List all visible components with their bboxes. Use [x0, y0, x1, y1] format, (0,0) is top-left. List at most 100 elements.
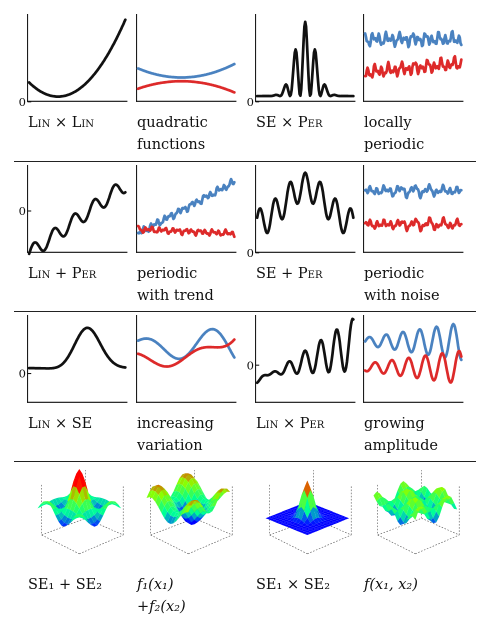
surface-facet: [88, 508, 95, 518]
surface-facet: [340, 518, 347, 521]
surface-facet: [313, 518, 320, 524]
figure-panel: periodic with noise: [362, 165, 474, 310]
surface-facet: [436, 487, 443, 499]
surface-facet: [286, 515, 293, 518]
surface-facet: [412, 488, 419, 493]
surface-facet: [331, 514, 338, 518]
surface-facet: [197, 494, 204, 503]
surface-facet: [194, 489, 201, 499]
surface-facet: [385, 510, 392, 516]
figure-panel: 0 Lin × Per: [247, 315, 366, 460]
zero-tick-label: 0: [247, 246, 254, 257]
surface-facet: [307, 511, 314, 523]
surface-facet: [58, 511, 65, 520]
panel-label: periodic with trend: [137, 263, 249, 307]
kernel-curve: [27, 183, 127, 256]
surface-facet: [58, 508, 65, 512]
surface-facet: [310, 527, 317, 531]
surface-facet: [182, 505, 189, 515]
surface-facet: [188, 500, 195, 506]
surface-facet: [430, 508, 437, 518]
surface-facet: [76, 514, 83, 518]
surface-facet: [173, 509, 180, 513]
surface-facet: [304, 480, 311, 499]
surface-facet: [94, 511, 101, 520]
surface-facet: [176, 492, 183, 502]
surface-facet: [271, 517, 278, 520]
surface-facet: [322, 515, 329, 518]
surface-facet: [304, 498, 311, 519]
surface-facet: [409, 490, 416, 499]
surface-facet: [179, 485, 186, 496]
surface-facet: [185, 473, 192, 475]
surface-mesh: [146, 470, 233, 555]
surface-facet: [307, 490, 314, 512]
figure-panel: f₁(x₁) +f₂(x₂): [135, 466, 247, 615]
surface-facet: [400, 481, 407, 491]
surface-facet: [115, 503, 122, 509]
surface-facet: [100, 498, 107, 506]
surface-facet: [67, 509, 74, 519]
surface-facet: [331, 517, 338, 520]
surface-facet: [194, 478, 201, 487]
figure-panel: 0 SE + Per: [247, 165, 366, 310]
surface-facet: [418, 499, 425, 507]
line-plot: 0: [247, 315, 356, 403]
surface-facet: [194, 502, 201, 510]
surface-facet: [191, 512, 198, 520]
surface-facet: [442, 495, 449, 500]
sample-curve-red: [136, 79, 236, 94]
surface-facet: [301, 531, 308, 534]
zero-tick-label: 0: [19, 204, 26, 218]
panel-label-line: SE₁ × SE₂: [256, 577, 331, 593]
surface-facet: [209, 499, 216, 509]
line-plot: [363, 315, 464, 403]
surface-facet: [283, 512, 290, 515]
surface-facet: [409, 486, 416, 495]
surface-facet: [301, 529, 308, 532]
surface-facet: [109, 501, 116, 505]
surface-facet: [289, 517, 296, 522]
figure-panel: quadratic functions: [135, 14, 247, 159]
surface-facet: [176, 477, 183, 485]
surface-facet: [319, 512, 326, 515]
surface-facet: [433, 493, 440, 506]
surface-facet: [307, 480, 314, 496]
surface-facet: [203, 511, 210, 514]
surface-facet: [70, 486, 77, 500]
surface-facet: [212, 492, 219, 502]
surface-facet: [40, 501, 47, 505]
sample-curve-red: [363, 349, 463, 384]
surface-facet: [76, 508, 83, 517]
panel-label: Lin + Per: [28, 263, 140, 285]
surface-facet: [277, 517, 284, 520]
axis-box-line: [79, 534, 124, 555]
line-plot: 0: [19, 315, 128, 403]
surface-facet: [203, 501, 210, 511]
surface-facet: [301, 522, 308, 527]
panel-label-line: amplitude: [364, 438, 438, 454]
surface-mesh: [37, 469, 124, 555]
surface-facet: [289, 507, 296, 510]
surface-facet: [164, 511, 171, 523]
surface-facet: [325, 517, 332, 520]
surface-facet: [76, 476, 83, 495]
zero-tick-label: 0: [247, 95, 254, 106]
surface-facet: [322, 508, 329, 512]
surface-facet: [451, 502, 458, 510]
axis-box-line: [307, 534, 352, 555]
surface-facet: [94, 508, 101, 512]
surface-facet: [167, 492, 174, 502]
surface-facet: [271, 514, 278, 518]
surface-facet: [427, 511, 434, 521]
surface-facet: [403, 514, 410, 524]
surface-facet: [427, 491, 434, 499]
surface-facet: [388, 509, 395, 516]
surface-facet: [286, 508, 293, 512]
surface-facet: [280, 518, 287, 521]
surface-facet: [215, 488, 222, 495]
surface-facet: [292, 508, 299, 519]
surface-facet: [179, 506, 186, 515]
surface-facet: [61, 515, 68, 523]
surface-facet: [197, 502, 204, 508]
